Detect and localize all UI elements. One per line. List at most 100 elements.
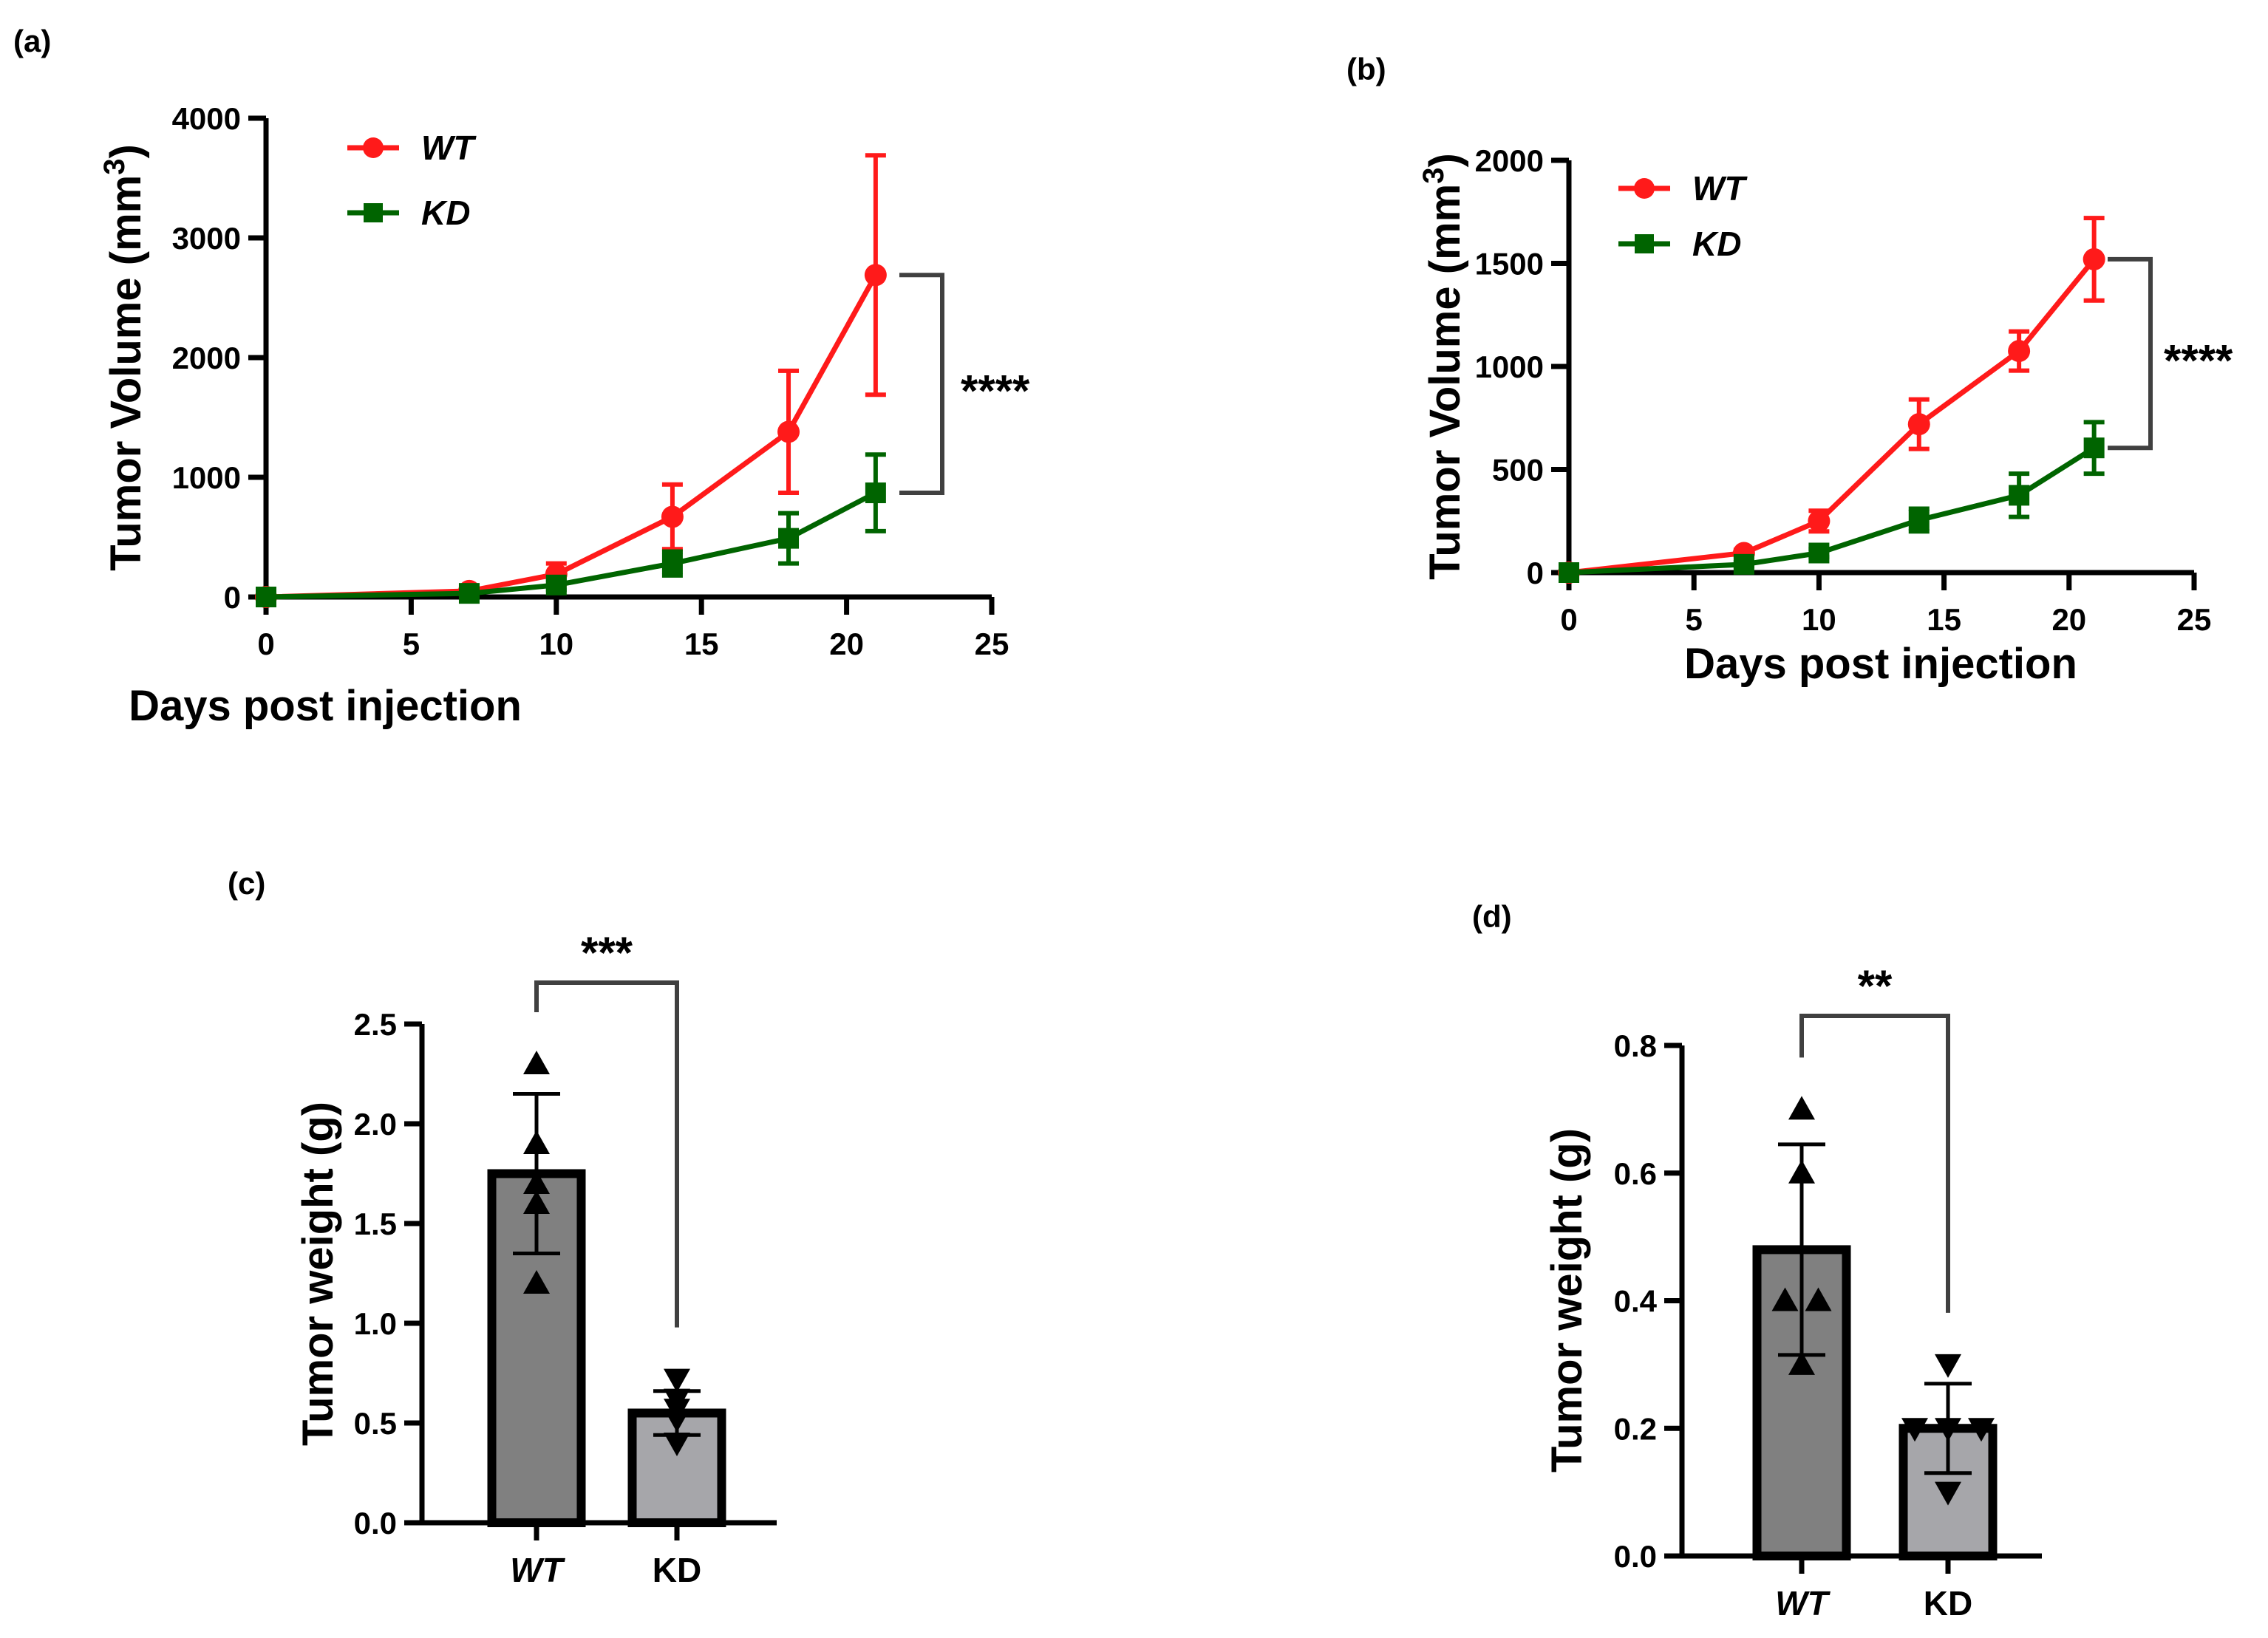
data-point bbox=[661, 553, 683, 574]
y-tick-label: 1.0 bbox=[354, 1306, 397, 1341]
x-tick-label: 5 bbox=[1686, 602, 1703, 637]
data-point bbox=[1788, 1159, 1815, 1184]
y-tick-label: 0.0 bbox=[1614, 1539, 1657, 1574]
legend-label: WT bbox=[421, 129, 477, 167]
y-tick-label: 1500 bbox=[1475, 247, 1544, 281]
legend-marker bbox=[1635, 234, 1654, 253]
panel-c: (c) 0.0 0.5 1.0 1.5 2.0 2.5 Tumor weight (g) WT K… bbox=[228, 866, 777, 1589]
y-axis-title-text: Tumor weight (g) bbox=[294, 1102, 342, 1446]
x-tick-label: 10 bbox=[539, 627, 573, 661]
y-axis-title-text: Tumor Volume (mm bbox=[102, 175, 150, 571]
y-tick-label: 0.6 bbox=[1614, 1156, 1657, 1191]
x-tick-label: 25 bbox=[975, 627, 1009, 661]
data-point bbox=[777, 420, 800, 443]
legend-marker bbox=[1634, 178, 1655, 199]
significance-label: **** bbox=[961, 366, 1030, 416]
y-tick-label: 0.2 bbox=[1614, 1411, 1657, 1446]
y-tick-label: 1000 bbox=[1475, 349, 1544, 384]
data-point bbox=[523, 1051, 550, 1074]
data-point bbox=[1935, 1481, 1961, 1506]
x-tick-label: 0 bbox=[1560, 602, 1577, 637]
panel-d: (d) 0.0 0.2 0.4 0.6 0.8 Tumor weight (g) WT KD ** bbox=[1472, 899, 2042, 1622]
data-point bbox=[664, 1408, 690, 1433]
data-point bbox=[1733, 553, 1754, 575]
significance-bracket bbox=[1799, 1014, 1950, 1313]
data-point bbox=[1901, 1418, 1928, 1442]
data-point bbox=[523, 1170, 550, 1194]
panel-label: (c) bbox=[228, 866, 265, 901]
series-line bbox=[265, 490, 877, 600]
data-point bbox=[2009, 485, 2030, 506]
significance-label: *** bbox=[581, 928, 633, 977]
legend-label: KD bbox=[1692, 225, 1741, 263]
data-point bbox=[1968, 1418, 1995, 1442]
legend-label: KD bbox=[421, 194, 470, 232]
y-axis-title: Tumor Volume (mm3) bbox=[1417, 153, 1469, 580]
panel-label: (a) bbox=[13, 24, 51, 58]
y-tick-label: 0.8 bbox=[1614, 1028, 1657, 1063]
data-point bbox=[1935, 1354, 1961, 1378]
series-kd bbox=[1559, 420, 2105, 583]
data-point bbox=[1559, 562, 1579, 583]
panel-a: (a) 0 1000 2000 3000 4000 Tumor Volume (mm3) 0 5… bbox=[13, 24, 1030, 730]
y-tick-label: 2000 bbox=[172, 341, 241, 375]
x-tick-label: 0 bbox=[257, 627, 274, 661]
y-axis-title: Tumor weight (g) bbox=[294, 1102, 342, 1446]
data-point bbox=[664, 1368, 690, 1393]
data-point bbox=[1788, 1096, 1815, 1120]
legend-item-wt: WT bbox=[1618, 169, 1748, 208]
data-point bbox=[458, 583, 480, 604]
bar-group-wt bbox=[1752, 1096, 1851, 1561]
data-point bbox=[664, 1433, 690, 1456]
y-axis-title-end: ) bbox=[102, 144, 150, 158]
data-point bbox=[2008, 340, 2031, 363]
y-tick-label: 1.5 bbox=[354, 1207, 397, 1241]
data-point bbox=[1908, 509, 1930, 530]
bar-group-wt bbox=[487, 1051, 586, 1527]
x-tick-label: 25 bbox=[2177, 602, 2212, 637]
x-tick-label: KD bbox=[1924, 1584, 1972, 1622]
data-point bbox=[256, 587, 276, 607]
data-point bbox=[864, 264, 887, 287]
data-point bbox=[1808, 510, 1831, 533]
y-axis-title-text: Tumor weight (g) bbox=[1543, 1128, 1591, 1473]
y-tick-label: 0.0 bbox=[354, 1506, 397, 1540]
data-point bbox=[523, 1270, 550, 1294]
significance-label: **** bbox=[2164, 336, 2233, 386]
data-point bbox=[545, 574, 567, 596]
series-line bbox=[1568, 257, 2097, 576]
significance-bracket bbox=[899, 273, 944, 496]
data-point bbox=[523, 1130, 550, 1154]
data-point bbox=[1935, 1418, 1961, 1442]
data-point bbox=[1771, 1287, 1799, 1311]
y-tick-label: 1000 bbox=[172, 460, 241, 495]
legend-item-kd: KD bbox=[347, 194, 470, 232]
y-tick-label: 2.0 bbox=[354, 1107, 397, 1142]
data-point bbox=[778, 528, 800, 549]
data-point bbox=[661, 505, 684, 528]
data-point bbox=[865, 482, 886, 504]
x-axis-title: Days post injection bbox=[1684, 640, 2077, 688]
x-tick-label: WT bbox=[1775, 1584, 1831, 1622]
data-point bbox=[1788, 1351, 1815, 1375]
panel-label: (b) bbox=[1346, 52, 1386, 86]
y-axis-title-text: Tumor Volume (mm bbox=[1421, 184, 1469, 580]
y-tick-label: 0.5 bbox=[354, 1406, 397, 1441]
x-tick-label: 20 bbox=[2051, 602, 2086, 637]
x-tick-label: 5 bbox=[403, 627, 420, 661]
series-wt bbox=[1558, 216, 2105, 584]
y-axis-title: Tumor weight (g) bbox=[1543, 1128, 1591, 1473]
y-tick-label: 2.5 bbox=[354, 1007, 397, 1042]
panel-label: (d) bbox=[1472, 899, 1512, 934]
x-tick-label: 20 bbox=[829, 627, 864, 661]
y-tick-label: 0 bbox=[1527, 556, 1544, 590]
x-tick-label: 15 bbox=[684, 627, 719, 661]
legend-marker bbox=[363, 137, 384, 158]
legend-item-kd: KD bbox=[1618, 225, 1741, 263]
y-tick-label: 3000 bbox=[172, 221, 241, 256]
legend-item-wt: WT bbox=[347, 129, 477, 167]
significance-bracket bbox=[2108, 256, 2153, 451]
y-axis-title-superscript: 3 bbox=[98, 159, 131, 175]
bar-group-kd bbox=[1898, 1354, 1998, 1560]
